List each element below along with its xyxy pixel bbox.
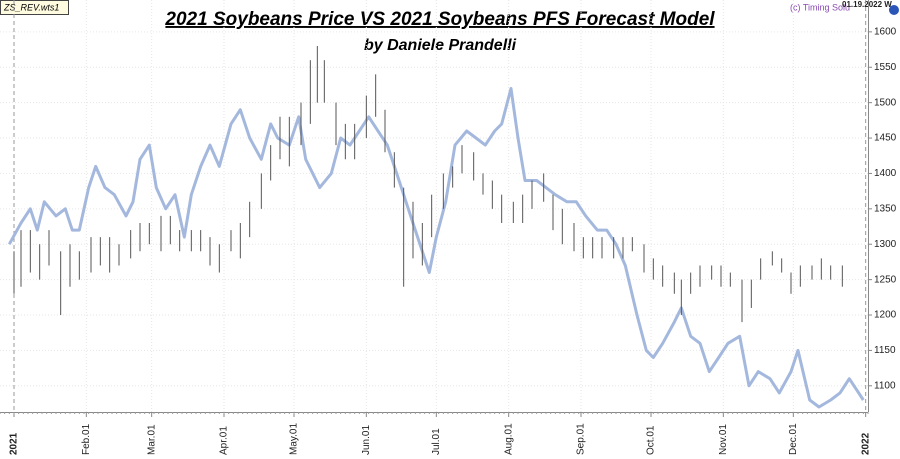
forecast-line xyxy=(7,87,865,409)
file-label-box xyxy=(0,0,69,15)
y-tick-label: 1300 xyxy=(874,239,897,250)
x-tick-label: Apr.01 xyxy=(219,426,230,455)
x-tick-label: Dec.01 xyxy=(788,423,799,455)
y-tick-label: 1100 xyxy=(874,380,896,391)
y-tick-label: 1450 xyxy=(874,133,897,144)
x-tick-label: Jul.01 xyxy=(431,428,442,455)
copyright: (c) Timing Solu xyxy=(790,2,850,12)
x-tick-label: Aug.01 xyxy=(503,423,514,455)
y-tick-label: 1350 xyxy=(874,203,897,214)
chart-title: 2021 Soybeans Price VS 2021 Soybeans PFS… xyxy=(164,9,715,30)
file-label: ZS_REV.wts1 xyxy=(3,2,59,12)
x-tick-label: Oct.01 xyxy=(646,425,657,455)
x-tick-label: 2022 xyxy=(860,432,871,455)
y-tick-label: 1500 xyxy=(874,97,897,108)
x-tick-label: May.01 xyxy=(289,423,300,455)
y-tick-label: 1150 xyxy=(874,345,896,356)
y-tick-label: 1200 xyxy=(874,310,897,321)
x-tick-label: Jun.01 xyxy=(361,425,372,455)
x-tick-label: Mar.01 xyxy=(146,424,157,455)
y-tick-label: 1600 xyxy=(874,26,897,37)
chart-subtitle: by Daniele Prandelli xyxy=(364,37,517,54)
globe-icon xyxy=(889,5,899,15)
y-tick-label: 1250 xyxy=(874,274,897,285)
date-stamp: 01.19.2022 W xyxy=(842,0,892,9)
y-tick-label: 1550 xyxy=(874,62,897,73)
x-tick-label: 2021 xyxy=(9,432,20,455)
x-tick-label: Nov.01 xyxy=(718,424,729,455)
y-tick-label: 1400 xyxy=(874,168,897,179)
x-tick-label: Sep.01 xyxy=(576,423,587,455)
x-tick-label: Feb.01 xyxy=(81,423,92,455)
